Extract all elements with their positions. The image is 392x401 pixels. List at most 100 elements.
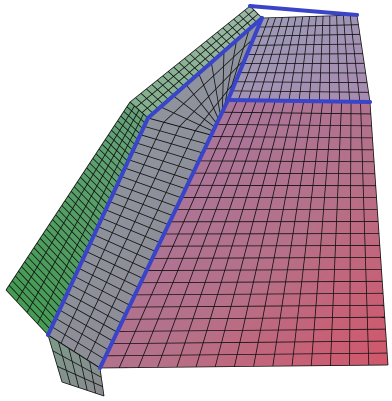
mesh-line: [140, 92, 159, 110]
mesh-line: [298, 16, 310, 102]
mesh-line: [51, 326, 105, 360]
mesh-line: [152, 257, 381, 259]
mesh-line: [258, 24, 359, 28]
mesh-line: [129, 101, 149, 119]
mesh-line: [258, 17, 283, 101]
mesh-line: [200, 44, 216, 60]
mesh-line: [194, 79, 237, 132]
mesh-line: [210, 136, 373, 139]
mesh-line: [105, 352, 388, 357]
mesh-line: [216, 31, 232, 46]
mesh-line: [278, 16, 297, 101]
mesh-line: [58, 341, 71, 385]
mesh-line: [246, 53, 363, 55]
mesh-line: [216, 123, 372, 127]
mesh-line: [99, 367, 105, 397]
mesh-line: [21, 266, 61, 309]
mesh-line: [222, 27, 237, 42]
mesh-line: [64, 200, 96, 233]
mesh-line: [111, 340, 387, 345]
ridge-edge-left: [46, 16, 264, 337]
mesh-line: [70, 191, 101, 222]
mesh-line: [117, 184, 177, 208]
mesh-line: [104, 139, 129, 162]
mesh-line: [92, 158, 119, 184]
mesh-line: [86, 251, 143, 279]
mesh-line: [98, 148, 124, 173]
mesh-line: [223, 40, 238, 108]
face: [48, 18, 262, 368]
mesh-line: [47, 334, 101, 369]
mesh-line: [49, 223, 84, 260]
mesh-line: [68, 348, 80, 388]
mesh-line: [126, 106, 146, 124]
mesh-line: [82, 259, 139, 288]
mesh-line: [80, 176, 109, 206]
mesh-line: [73, 186, 104, 216]
mesh-line: [147, 117, 212, 136]
mesh-line: [95, 153, 121, 178]
mesh-line: [184, 58, 201, 73]
mesh-line: [83, 172, 111, 200]
mesh-line: [46, 228, 81, 265]
mesh-line: [178, 62, 195, 78]
mesh-line: [89, 361, 96, 394]
mesh-line: [120, 176, 182, 199]
mesh-line: [173, 95, 216, 128]
mesh-line: [113, 192, 173, 217]
mesh-line: [158, 245, 380, 247]
mesh-line: [117, 328, 386, 332]
mesh-line: [123, 111, 144, 130]
mesh-line: [210, 62, 221, 116]
mesh-line: [124, 167, 186, 190]
mesh-line: [308, 16, 317, 102]
mesh-line: [198, 73, 219, 120]
mesh-line: [173, 66, 190, 82]
mesh-line: [163, 233, 380, 235]
mesh-line: [67, 195, 99, 227]
mesh-line: [211, 36, 227, 51]
mesh-line: [89, 162, 116, 189]
mesh-line: [195, 49, 211, 64]
mesh-line: [77, 181, 106, 211]
mesh-line: [237, 17, 270, 101]
mesh-line: [111, 129, 134, 151]
mesh-line: [146, 88, 164, 105]
mesh-line: [108, 134, 131, 157]
mesh-line: [193, 172, 375, 175]
face: [228, 15, 370, 102]
mesh-line: [343, 15, 351, 102]
mesh-line: [134, 292, 384, 296]
mesh-line: [162, 75, 180, 92]
mesh-line: [227, 23, 242, 37]
mesh-line: [128, 159, 190, 181]
mesh-line: [57, 365, 103, 388]
mesh-line: [52, 219, 86, 254]
mesh-line: [151, 84, 169, 101]
mesh-line: [160, 106, 214, 132]
mesh-line: [36, 242, 74, 282]
mesh-line: [39, 238, 76, 276]
mesh-line: [15, 275, 56, 319]
mesh-line: [349, 15, 361, 102]
mesh-line: [123, 316, 385, 320]
mesh-line: [99, 364, 389, 369]
mesh-line: [67, 292, 122, 324]
mesh-line: [288, 16, 304, 101]
mesh-line: [238, 14, 252, 28]
mesh-line: [136, 142, 199, 163]
mesh-line: [189, 53, 206, 69]
mesh-line: [222, 111, 371, 115]
mesh-line: [33, 247, 71, 287]
mesh-line: [97, 226, 156, 252]
mesh-line: [244, 10, 258, 23]
mesh-line: [120, 115, 141, 135]
mesh-line: [135, 97, 154, 114]
mesh-line: [140, 280, 383, 284]
mesh-line: [146, 268, 382, 271]
mesh-line: [61, 205, 94, 238]
mesh-line: [356, 14, 371, 103]
mesh-line: [254, 33, 360, 37]
